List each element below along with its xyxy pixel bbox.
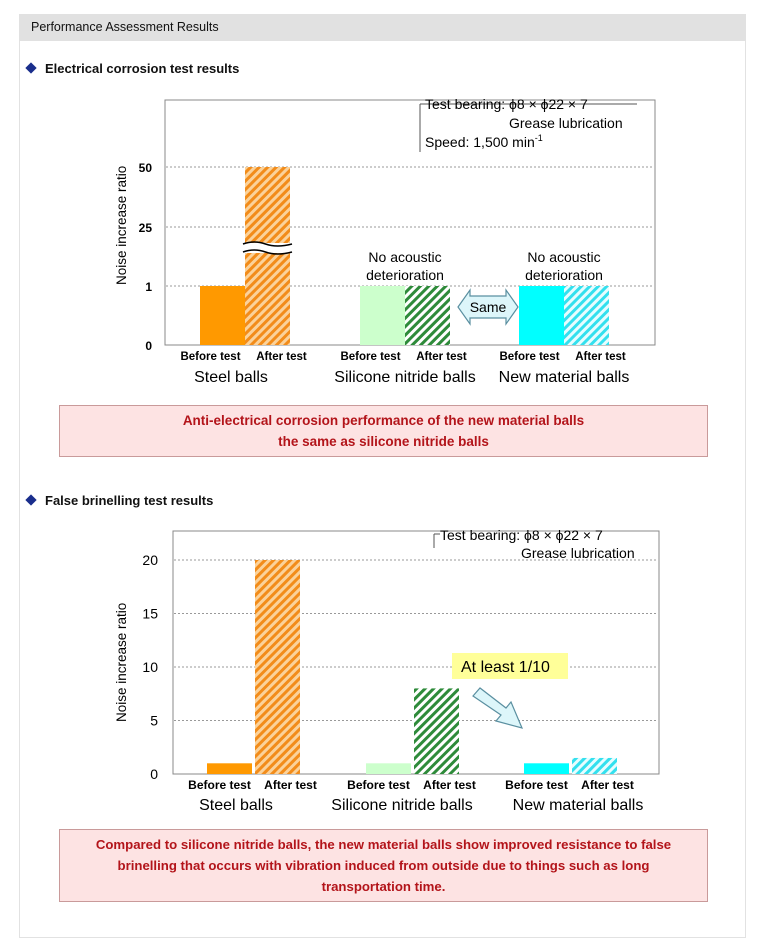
annotation-box: Test bearing: ϕ8 × ϕ22 × 7 Grease lubric… — [433, 527, 635, 561]
y-tick-label: 20 — [142, 552, 158, 568]
bar — [405, 286, 450, 345]
x-series-label: After test — [581, 778, 634, 792]
x-series-label: After test — [423, 778, 476, 792]
annotation-line: Grease lubrication — [509, 115, 623, 131]
annotation-box: Test bearing: ϕ8 × ϕ22 × 7 Grease lubric… — [419, 96, 637, 152]
category-note: No acoustic — [527, 249, 600, 265]
x-series-label: Before test — [180, 351, 240, 363]
x-series-label: After test — [256, 351, 307, 363]
x-category-label: New material balls — [499, 369, 630, 386]
axis-break-line — [242, 249, 293, 255]
bar — [519, 286, 564, 345]
bar — [360, 286, 405, 345]
annotation-line: Test bearing: ϕ8 × ϕ22 × 7 — [425, 96, 588, 112]
same-arrow: Same — [457, 288, 519, 326]
chart-electrical: Test bearing: ϕ8 × ϕ22 × 7 Grease lubric… — [114, 96, 656, 386]
annotation-line: Test bearing: ϕ8 × ϕ22 × 7 — [440, 527, 603, 543]
bar — [572, 757, 617, 774]
x-category-label: Silicone nitride balls — [331, 797, 472, 814]
y-tick-label: 5 — [150, 713, 158, 729]
x-series-label: Before test — [505, 778, 568, 792]
x-category-label: Silicone nitride balls — [334, 369, 475, 386]
conclusion-box-electrical: Anti-electrical corrosion performance of… — [59, 405, 708, 457]
header-bar: Performance Assessment Results — [19, 14, 746, 41]
annotation-line: Speed: 1,500 min-1 — [425, 133, 543, 150]
annotation-speed: Speed: 1,500 min — [425, 134, 535, 150]
conclusion-line: Anti-electrical corrosion performance of… — [182, 413, 585, 428]
x-series-label: Before test — [340, 351, 400, 363]
callout-box — [452, 653, 568, 679]
y-axis-label: Noise increase ratio — [114, 603, 129, 722]
x-series-label: Before test — [499, 351, 559, 363]
x-series-label: After test — [416, 351, 467, 363]
bar — [200, 286, 245, 345]
annotation-speed-exponent: -1 — [535, 133, 543, 143]
section-heading-electrical: Electrical corrosion test results — [25, 61, 240, 76]
bar — [255, 560, 300, 774]
callout: At least 1/10 — [452, 653, 568, 729]
conclusion-box-brinelling: Compared to silicone nitride balls, the … — [59, 829, 708, 902]
x-series-label: Before test — [188, 778, 251, 792]
x-series-label: After test — [575, 351, 626, 363]
bar — [245, 167, 290, 345]
category-note: No acoustic — [368, 249, 441, 265]
x-category-label: New material balls — [513, 797, 644, 814]
bar — [366, 763, 411, 774]
section-title-electrical: Electrical corrosion test results — [45, 61, 240, 76]
y-tick-label: 15 — [142, 606, 158, 622]
bar — [564, 286, 609, 345]
bar — [207, 763, 252, 774]
pointer-arrow-icon — [472, 687, 524, 729]
x-category-label: Steel balls — [194, 369, 268, 386]
y-tick-label: 0 — [150, 766, 158, 782]
y-tick-label: 0 — [145, 339, 152, 353]
y-tick-label: 50 — [139, 161, 153, 175]
y-axis-label: Noise increase ratio — [114, 166, 129, 285]
section-heading-brinelling: False brinelling test results — [25, 493, 214, 508]
axis-break-line — [242, 241, 293, 247]
page-title: Performance Assessment Results — [31, 20, 219, 34]
conclusion-line: the same as silicone nitride balls — [278, 434, 489, 449]
x-series-label: After test — [264, 778, 317, 792]
y-tick-label: 1 — [145, 280, 152, 294]
y-tick-label: 25 — [139, 221, 153, 235]
bar — [414, 688, 459, 774]
annotation-line: Grease lubrication — [521, 545, 635, 561]
y-tick-label: 10 — [142, 659, 158, 675]
conclusion-line: transportation time. — [321, 879, 446, 894]
bar — [524, 763, 569, 774]
section-title-brinelling: False brinelling test results — [45, 493, 214, 508]
callout-label: At least 1/10 — [461, 659, 550, 676]
x-series-label: Before test — [347, 778, 410, 792]
same-label: Same — [470, 299, 507, 315]
axis-break-gap — [245, 243, 290, 253]
conclusion-line: Compared to silicone nitride balls, the … — [95, 837, 672, 852]
chart-brinelling: Test bearing: ϕ8 × ϕ22 × 7 Grease lubric… — [114, 527, 660, 814]
category-note: deterioration — [366, 267, 444, 283]
category-note: deterioration — [525, 267, 603, 283]
x-category-label: Steel balls — [199, 797, 273, 814]
double-arrow-icon — [457, 288, 519, 326]
conclusion-line: brinelling that occurs with vibration in… — [117, 858, 650, 873]
